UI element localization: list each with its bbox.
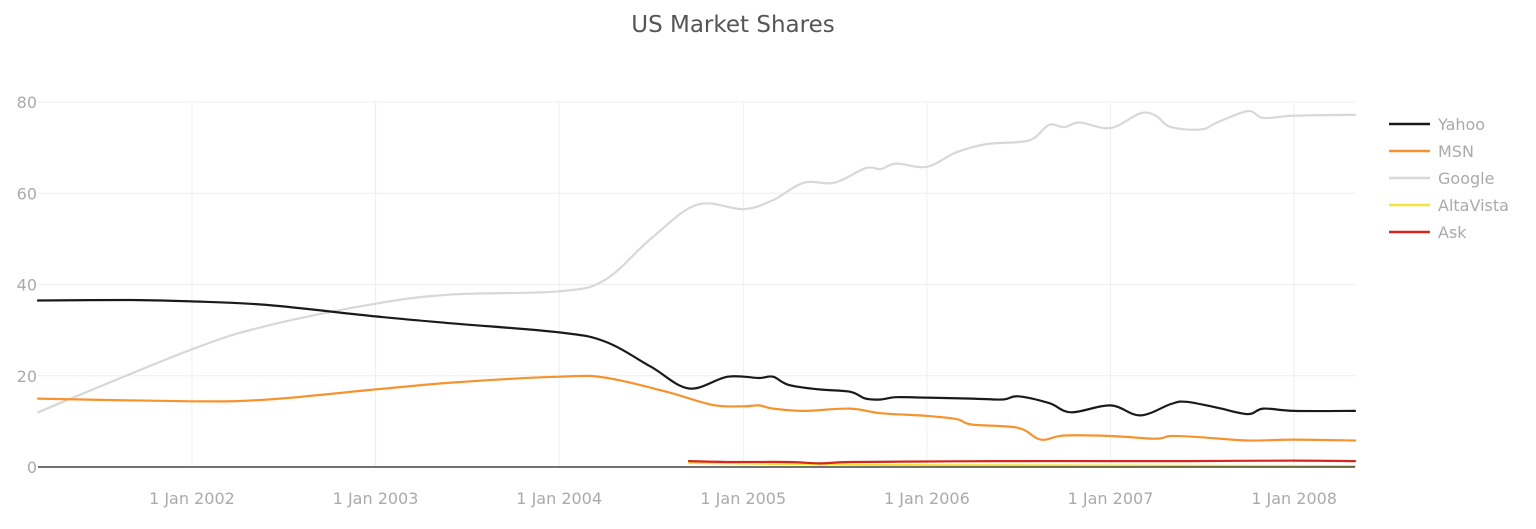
y-axis-ticks: 0 20 40 60 80 — [17, 93, 37, 477]
x-tick-label: 1 Jan 2002 — [149, 489, 235, 508]
x-tick-label: 1 Jan 2007 — [1068, 489, 1154, 508]
series-lines — [36, 109, 1357, 468]
series-line-altavista — [687, 461, 1357, 468]
x-tick-label: 1 Jan 2008 — [1251, 489, 1337, 508]
legend-item-google[interactable]: Google — [1389, 169, 1494, 188]
y-tick-label: 80 — [17, 93, 37, 112]
legend: Yahoo MSN Google AltaVista Ask — [1389, 115, 1509, 242]
legend-label: Ask — [1438, 223, 1467, 242]
series-line-google — [36, 109, 1357, 414]
legend-item-msn[interactable]: MSN — [1389, 142, 1474, 161]
series-line-yahoo — [36, 298, 1357, 417]
legend-label: AltaVista — [1438, 196, 1509, 215]
x-axis-ticks: 1 Jan 2002 1 Jan 2003 1 Jan 2004 1 Jan 2005… — [149, 489, 1337, 508]
y-tick-label: 20 — [17, 367, 37, 386]
y-tick-label: 60 — [17, 184, 37, 203]
legend-item-yahoo[interactable]: Yahoo — [1389, 115, 1485, 134]
x-tick-label: 1 Jan 2004 — [516, 489, 602, 508]
chart-title: US Market Shares — [631, 12, 834, 38]
y-tick-label: 0 — [27, 458, 37, 477]
series-line-ask — [687, 459, 1357, 465]
x-tick-label: 1 Jan 2006 — [884, 489, 970, 508]
legend-label: Yahoo — [1437, 115, 1485, 134]
gridlines — [38, 101, 1355, 467]
y-tick-label: 40 — [17, 276, 37, 295]
series-line-msn — [36, 374, 1357, 442]
x-tick-label: 1 Jan 2005 — [700, 489, 786, 508]
x-tick-label: 1 Jan 2003 — [333, 489, 419, 508]
legend-label: Google — [1438, 169, 1494, 188]
legend-item-altavista[interactable]: AltaVista — [1389, 196, 1509, 215]
legend-item-ask[interactable]: Ask — [1389, 223, 1467, 242]
legend-label: MSN — [1438, 142, 1474, 161]
